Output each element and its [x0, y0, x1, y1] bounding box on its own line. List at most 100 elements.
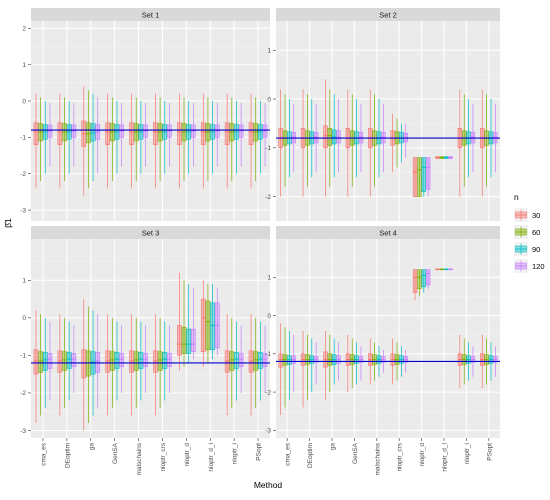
box-body — [153, 122, 158, 145]
panel-background — [276, 21, 500, 221]
box-cma_es-n90 — [287, 330, 292, 400]
box-nloptr_crs-n90 — [162, 321, 168, 401]
box-body — [253, 351, 259, 371]
y-tick-label: -1 — [265, 351, 271, 358]
box-cma_es-n120 — [47, 102, 53, 167]
box-nloptr_d_l-n60 — [205, 97, 211, 181]
box-body — [157, 351, 163, 371]
box-nloptr_d_l-n30 — [435, 156, 440, 159]
box-nloptr_d-n60 — [417, 157, 422, 197]
box-ga-n60 — [86, 90, 91, 189]
facet-strip-label: Set 1 — [142, 11, 160, 20]
box-body — [38, 351, 43, 373]
box-DEoptim-n60 — [305, 334, 310, 400]
box-body — [205, 300, 211, 351]
box-nloptr_d_l-n120 — [448, 156, 453, 159]
panel-background — [276, 239, 500, 438]
box-body — [138, 352, 144, 369]
x-tick-label: ga — [88, 443, 95, 451]
y-tick-label: -2 — [20, 171, 26, 178]
box-body — [105, 350, 110, 373]
box-cma_es-n30 — [33, 93, 39, 189]
box-nloptr_d_l-n60 — [205, 284, 211, 363]
box-malschains-n90 — [138, 321, 144, 401]
box-nloptr_d_l-n120 — [214, 287, 220, 356]
box-nloptr_crs-n90 — [162, 101, 168, 174]
box-ga-n30 — [81, 86, 87, 196]
y-tick-label: 1 — [267, 275, 271, 282]
box-nloptr_i-n120 — [238, 102, 244, 167]
x-tick-label: malschains — [136, 442, 143, 475]
box-GenSA-n30 — [105, 93, 110, 189]
box-body — [248, 350, 254, 373]
box-body — [425, 269, 431, 286]
box-body — [421, 157, 426, 193]
box-ga-n120 — [336, 99, 341, 173]
box-body — [278, 353, 283, 368]
box-ga-n60 — [327, 334, 333, 393]
box-nloptr_d_l-n90 — [443, 268, 449, 271]
box-body — [66, 352, 72, 369]
box-body — [224, 122, 230, 145]
box-nloptr_i-n30 — [224, 93, 230, 189]
y-tick-label: -2 — [265, 389, 271, 396]
box-body — [33, 122, 39, 145]
box-cma_es-n120 — [291, 334, 296, 393]
box-malschains-n120 — [143, 325, 148, 393]
y-tick-label: -2 — [265, 194, 271, 201]
y-tick-label: 0 — [267, 313, 271, 320]
box-malschains-n120 — [143, 102, 148, 167]
box-body — [200, 122, 206, 145]
box-DEoptim-n30 — [300, 330, 306, 408]
box-DEoptim-n120 — [71, 102, 77, 167]
panel-background — [31, 21, 270, 221]
y-tick-label: 2 — [22, 26, 26, 33]
panel-4: Set 4 -3 -2 -1 0 1 cma_es DEoptim ga GenSA malscha… — [265, 226, 500, 476]
box-body — [153, 350, 158, 373]
box-cma_es-n60 — [38, 97, 43, 181]
box-body — [417, 269, 422, 290]
facet-strip-label: Set 2 — [379, 11, 397, 20]
box-malschains-n60 — [133, 97, 139, 181]
box-nloptr_d_l-n30 — [200, 93, 206, 189]
box-GenSA-n90 — [114, 321, 120, 401]
box-nloptr_i-n120 — [238, 325, 244, 393]
box-nloptr_d_l-n30 — [435, 268, 440, 271]
box-nloptr_crs-n120 — [167, 102, 172, 167]
box-body — [109, 351, 115, 371]
legend-item-120: 120 — [514, 259, 545, 273]
box-DEoptim-n30 — [57, 314, 63, 416]
box-nloptr_d-n60 — [417, 269, 422, 297]
box-nloptr_crs-n60 — [157, 97, 163, 181]
legend-label: 90 — [532, 245, 540, 254]
box-body — [425, 157, 431, 190]
box-cma_es-n30 — [278, 323, 283, 416]
y-tick-label: 0 — [267, 96, 271, 103]
x-tick-label: GenSA — [112, 442, 119, 464]
y-tick-label: -1 — [20, 135, 26, 142]
box-nloptr_crs-n30 — [153, 314, 158, 416]
x-tick-label: nloptr_i — [232, 443, 239, 464]
facet-strip-label: Set 4 — [379, 229, 397, 238]
legend-items: 30 60 90 120 — [514, 208, 545, 273]
x-tick-label: nloptr_d — [184, 443, 191, 467]
x-tick-label: ga — [330, 443, 337, 451]
legend-item-30: 30 — [514, 208, 540, 222]
y-tick-label: -1 — [265, 145, 271, 152]
box-body — [258, 352, 263, 369]
y-axis-title: β̂1 — [3, 218, 13, 228]
box-body — [95, 352, 101, 373]
box-malschains-n30 — [129, 314, 134, 416]
panel-2: Set 2 -2 -1 0 1 — [265, 8, 500, 221]
panels-layer: Set 1 -3 -2 -1 0 1 2 Set 2 -2 -1 0 1 Set 3 -3 -2 -1 0 1 cm… — [20, 8, 500, 476]
box-nloptr_d-n30 — [412, 269, 418, 301]
box-ga-n30 — [323, 330, 328, 400]
legend-label: 30 — [532, 211, 540, 220]
panel-1: Set 1 -3 -2 -1 0 1 2 — [20, 8, 270, 221]
y-tick-label: -2 — [20, 390, 26, 397]
y-tick-label: -3 — [265, 428, 271, 435]
facet-strip-label: Set 3 — [142, 229, 160, 238]
x-tick-label: cma_es — [285, 442, 292, 466]
box-ga-n90 — [331, 94, 337, 178]
